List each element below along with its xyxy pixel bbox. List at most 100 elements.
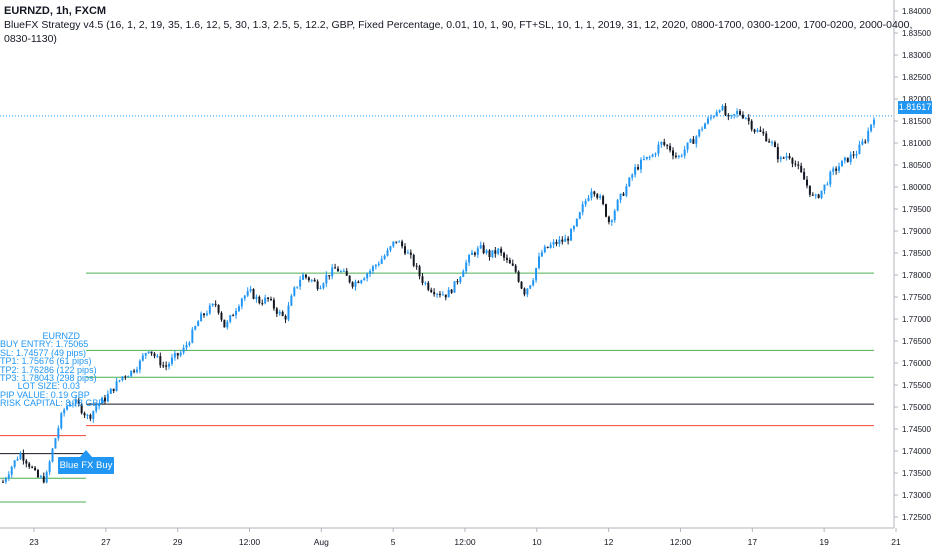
candle-body: [19, 453, 22, 460]
candle: [369, 268, 372, 278]
candle-body: [296, 286, 299, 288]
candle: [444, 294, 447, 301]
candle-body: [398, 241, 401, 243]
candle-body: [427, 282, 430, 290]
candle-body: [412, 254, 415, 266]
candle: [121, 376, 124, 382]
candle: [491, 250, 494, 259]
candle-body: [637, 167, 640, 170]
candle-body: [616, 199, 619, 211]
candle-body: [500, 248, 503, 253]
candle-body: [517, 271, 520, 282]
candle: [156, 353, 159, 358]
candle: [642, 155, 645, 161]
candle: [348, 275, 351, 284]
candle-body: [610, 220, 613, 223]
candle-body: [765, 133, 768, 142]
candle-body: [683, 149, 686, 156]
candle: [401, 239, 404, 249]
candle: [511, 259, 514, 267]
candle-body: [258, 296, 261, 304]
candle: [252, 288, 255, 300]
candle-body: [360, 280, 363, 283]
candle-body: [642, 158, 645, 160]
candle-body: [814, 194, 817, 196]
candle: [310, 279, 313, 283]
x-tick-label: 12: [604, 537, 614, 547]
candle: [677, 154, 680, 159]
buy-signal-label[interactable]: Blue FX Buy: [58, 457, 114, 474]
candle: [698, 129, 701, 138]
candle-body: [535, 268, 538, 281]
candle-body: [438, 293, 441, 296]
candle: [168, 361, 171, 370]
candle: [768, 138, 771, 143]
candle-body: [261, 303, 264, 305]
candle-body: [249, 289, 252, 292]
candle: [785, 152, 788, 161]
candle: [101, 396, 104, 404]
candle: [386, 247, 389, 257]
candle: [185, 341, 188, 351]
candle-body: [348, 275, 351, 283]
y-tick-label: 1.76000: [902, 359, 931, 368]
candle: [127, 375, 130, 378]
candle: [357, 280, 360, 284]
candle-body: [730, 115, 733, 117]
candle: [672, 147, 674, 160]
candle-body: [488, 250, 491, 257]
candle: [214, 300, 217, 308]
candle: [756, 128, 759, 133]
candle: [459, 275, 462, 285]
candle-body: [310, 279, 313, 281]
candle-body: [229, 315, 232, 322]
candle-body: [578, 212, 581, 219]
candle-body: [870, 124, 873, 131]
candle: [476, 245, 479, 258]
y-tick-label: 1.78500: [902, 249, 931, 258]
candle-body: [392, 241, 395, 247]
candle: [319, 285, 322, 290]
candle: [552, 239, 555, 249]
candle: [261, 299, 264, 306]
candle: [625, 183, 628, 198]
tick-labels-layer: 1.84000 1.83500 1.83000 1.82500 1.82000 1.815…: [29, 7, 931, 547]
candle-body: [342, 270, 345, 272]
candle: [200, 311, 203, 322]
candle: [31, 465, 34, 469]
candle-body: [817, 194, 820, 198]
candle-body: [235, 310, 238, 316]
candle: [584, 198, 587, 208]
candle: [109, 388, 112, 394]
candle: [141, 352, 144, 362]
candle: [334, 263, 337, 269]
candle: [471, 249, 473, 256]
candle-body: [232, 315, 235, 317]
candle-body: [188, 342, 191, 345]
candle: [500, 246, 503, 257]
candle-body: [115, 381, 118, 391]
candle: [587, 194, 590, 202]
candle: [648, 155, 651, 161]
candle-body: [272, 299, 275, 309]
candle: [806, 175, 808, 189]
candle-body: [709, 117, 712, 119]
candle: [447, 287, 450, 298]
candle: [727, 113, 730, 121]
candle-body: [587, 197, 590, 201]
candle: [808, 185, 811, 197]
candle-body: [858, 144, 861, 155]
candle-body: [197, 321, 200, 327]
candle: [782, 156, 785, 160]
candle-body: [319, 287, 322, 289]
y-tick-label: 1.81000: [902, 139, 931, 148]
candle: [415, 262, 418, 270]
info-line-sl: SL: 1.74577 (49 pips): [0, 347, 87, 358]
candle: [106, 390, 109, 403]
candle-body: [130, 370, 133, 377]
candle-body: [138, 360, 141, 370]
candle: [133, 368, 136, 374]
candle-body: [203, 313, 205, 316]
candle: [74, 396, 77, 407]
